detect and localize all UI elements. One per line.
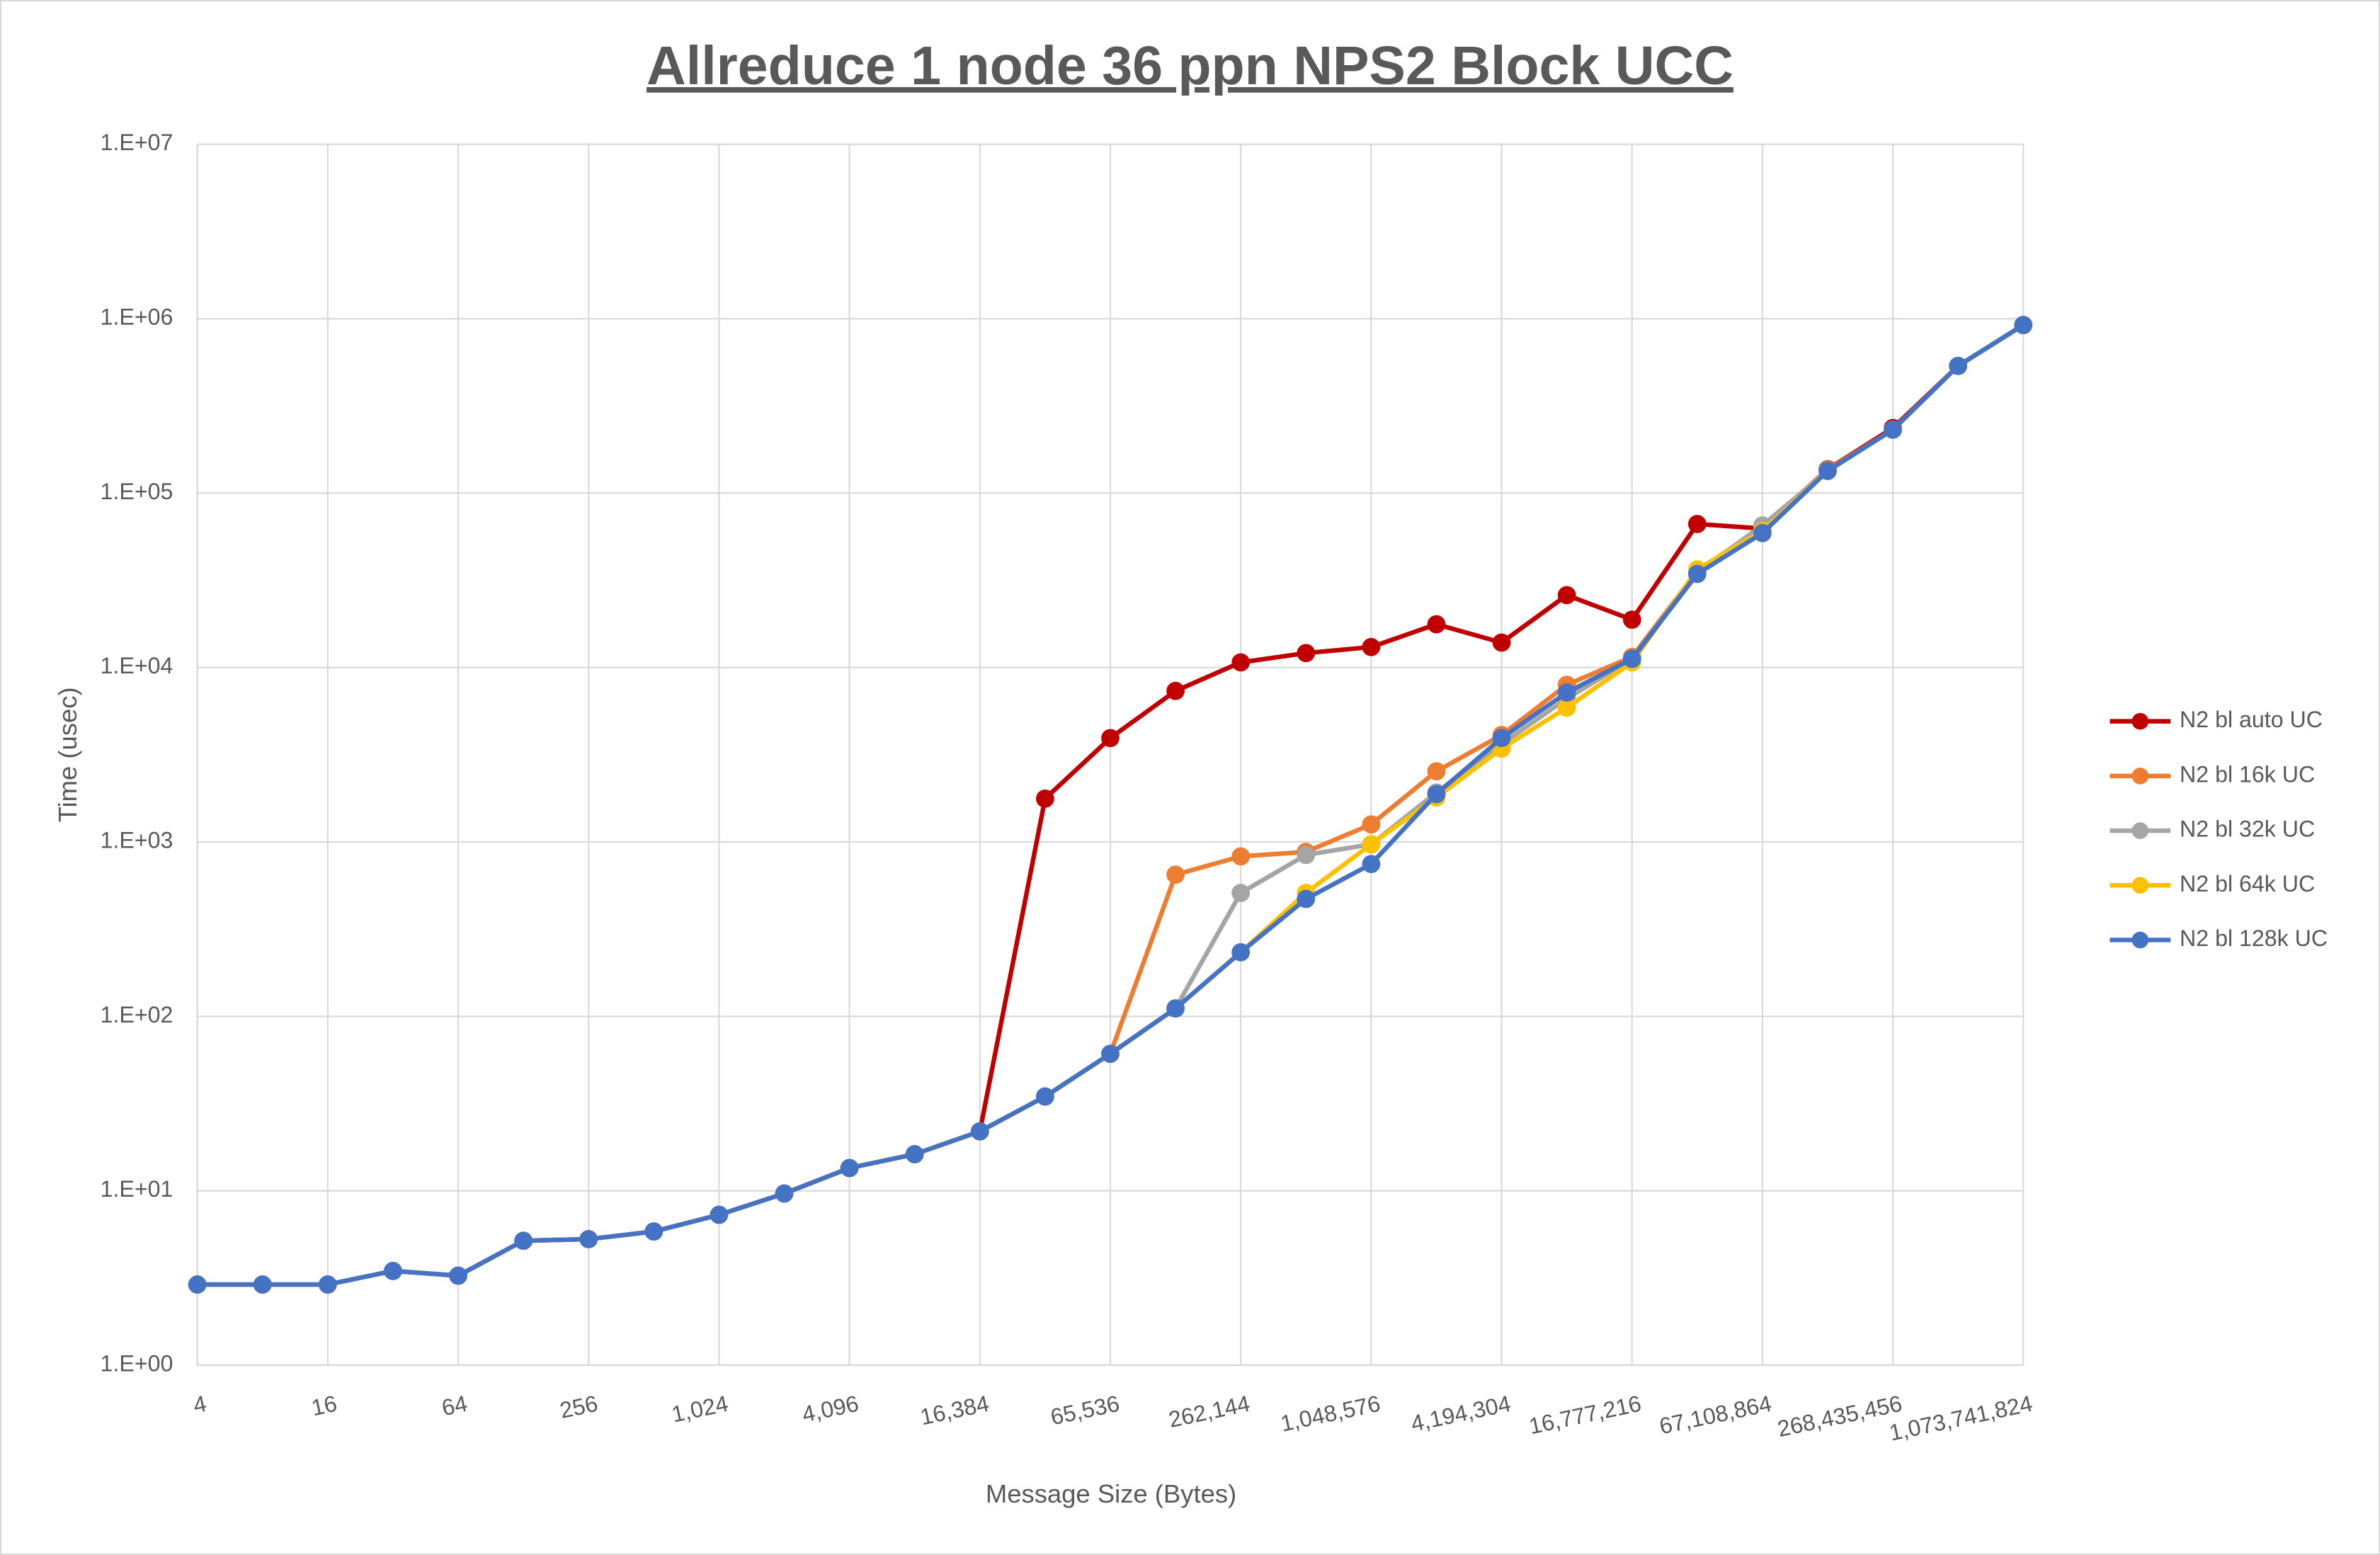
data-point [644, 1222, 664, 1241]
data-point [710, 1205, 729, 1224]
data-point [579, 1230, 598, 1248]
data-point [1492, 633, 1511, 652]
data-point [1557, 586, 1576, 605]
data-point [1557, 683, 1576, 702]
y-tick-label: 1.E+01 [101, 1176, 173, 1202]
data-point [1231, 847, 1251, 866]
data-point [1492, 729, 1511, 748]
legend-label: N2 bl auto UC [2180, 707, 2323, 732]
data-point [1166, 681, 1185, 700]
legend-marker [2131, 931, 2149, 949]
data-point [775, 1184, 794, 1203]
data-point [188, 1275, 207, 1294]
data-point [253, 1275, 272, 1294]
data-point [2014, 316, 2033, 334]
data-point [1622, 649, 1641, 668]
legend-label: N2 bl 64k UC [2180, 871, 2315, 896]
y-tick-label: 1.E+03 [101, 827, 173, 853]
data-point [1166, 865, 1185, 884]
legend-marker [2131, 877, 2149, 894]
data-point [1231, 942, 1251, 962]
data-point [384, 1261, 402, 1280]
legend-label: N2 bl 16k UC [2180, 761, 2315, 787]
data-point [449, 1266, 467, 1285]
legend-marker [2131, 712, 2149, 730]
data-point [1687, 564, 1707, 583]
data-point [1036, 790, 1054, 808]
data-point [905, 1145, 924, 1163]
legend-marker [2131, 768, 2149, 785]
y-tick-label: 1.E+02 [101, 1002, 173, 1027]
y-tick-label: 1.E+00 [101, 1350, 173, 1376]
data-point [1101, 1044, 1120, 1064]
data-point [1166, 999, 1185, 1018]
data-point [1036, 1087, 1054, 1106]
data-point [1362, 815, 1381, 834]
y-axis-label: Time (usec) [53, 687, 82, 822]
data-point [1818, 462, 1837, 480]
x-tick-label: 64 [440, 1391, 469, 1421]
data-point [1949, 356, 1968, 375]
data-point [514, 1231, 533, 1251]
data-point [1687, 515, 1707, 533]
data-point [1427, 762, 1446, 781]
data-point [1557, 698, 1576, 717]
data-point [1231, 653, 1251, 672]
legend-label: N2 bl 128k UC [2180, 925, 2328, 951]
y-tick-label: 1.E+04 [101, 653, 173, 678]
y-tick-label: 1.E+07 [101, 130, 173, 155]
data-point [840, 1158, 859, 1178]
chart-title: Allreduce 1 node 36 ppn NPS2 Block UCC [647, 35, 1733, 96]
data-point [1297, 889, 1316, 908]
x-tick-label: 16 [309, 1391, 338, 1421]
data-point [1427, 785, 1446, 804]
data-point [1362, 835, 1381, 854]
data-point [1622, 610, 1641, 630]
data-point [1362, 855, 1381, 874]
data-point [318, 1275, 337, 1294]
data-point [1427, 615, 1446, 634]
data-point [1297, 644, 1316, 663]
data-point [1753, 523, 1772, 542]
y-tick-label: 1.E+06 [101, 304, 173, 330]
data-point [1231, 884, 1251, 902]
y-tick-label: 1.E+05 [101, 479, 173, 504]
x-axis-label: Message Size (Bytes) [986, 1479, 1236, 1508]
legend-label: N2 bl 32k UC [2180, 816, 2315, 842]
data-point [1101, 729, 1120, 748]
data-point [1362, 637, 1381, 656]
data-point [1297, 845, 1316, 865]
data-point [970, 1122, 989, 1141]
legend-marker [2131, 822, 2149, 839]
data-point [1884, 420, 1902, 439]
